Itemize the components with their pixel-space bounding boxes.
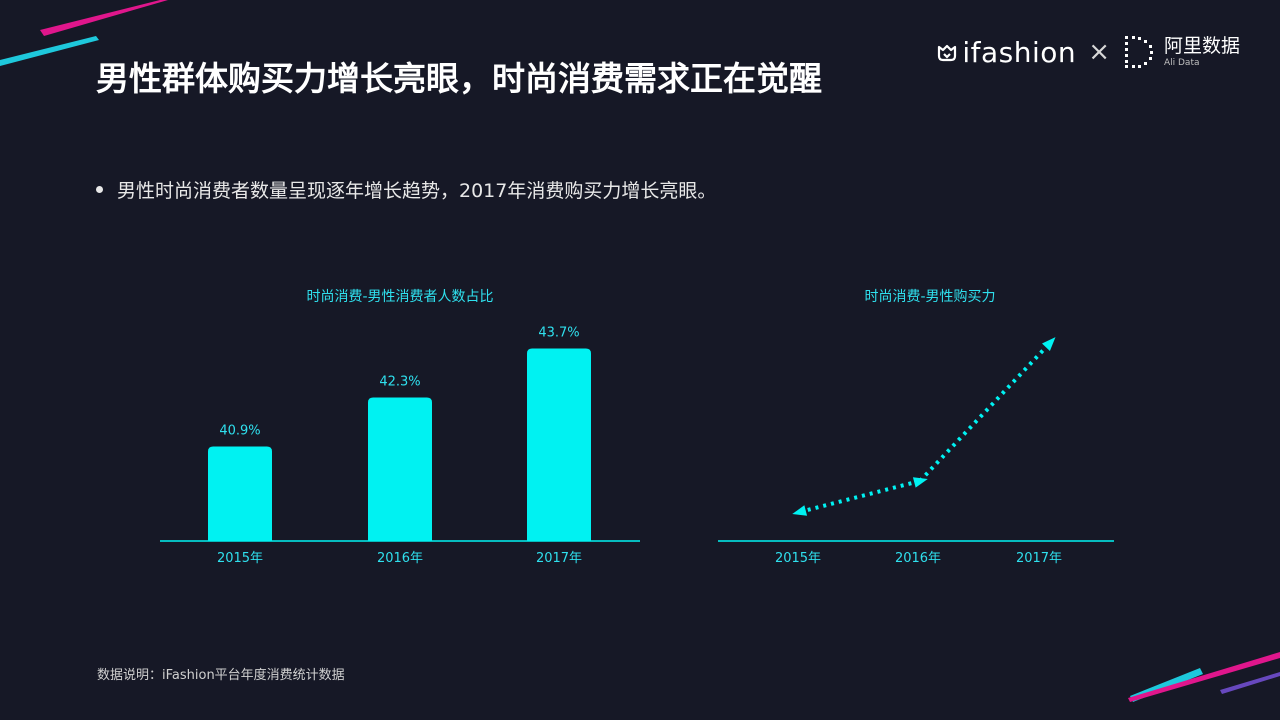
logo-area: ifashion × 阿里数据 Ali Data bbox=[936, 30, 1240, 74]
line-point bbox=[912, 477, 928, 488]
bullet-dot bbox=[96, 186, 103, 193]
ali-data-name: 阿里数据 bbox=[1163, 34, 1240, 57]
ali-data-logo-icon bbox=[1124, 36, 1153, 68]
decor-stripes-top-left bbox=[0, 0, 168, 66]
line-point bbox=[1042, 337, 1056, 351]
x-tick-label: 2016年 bbox=[377, 551, 423, 566]
bullet-point: 男性时尚消费者数量呈现逐年增长趋势，2017年消费购买力增长亮眼。 bbox=[96, 176, 716, 203]
x-tick-label: 2017年 bbox=[536, 551, 582, 566]
x-tick-label: 2015年 bbox=[775, 551, 821, 566]
line-point bbox=[792, 505, 808, 516]
ali-data-logo: 阿里数据 Ali Data bbox=[1122, 34, 1240, 70]
line-series-segment bbox=[799, 479, 921, 514]
bullet-text: 男性时尚消费者数量呈现逐年增长趋势，2017年消费购买力增长亮眼。 bbox=[117, 180, 717, 202]
logo-separator: × bbox=[1088, 37, 1110, 67]
bar-chart-title: 时尚消费-男性消费者人数占比 bbox=[306, 289, 494, 305]
line-series-segment bbox=[918, 341, 1052, 483]
bar-data-label: 42.3% bbox=[379, 375, 420, 390]
bar-data-label: 40.9% bbox=[219, 424, 260, 439]
bar-data-label: 43.7% bbox=[538, 326, 579, 341]
ifashion-logo-icon bbox=[938, 44, 957, 62]
bar bbox=[368, 397, 432, 541]
bar-chart: 40.9% 2015年 42.3% 2016年 43.7% 2017年 bbox=[160, 326, 640, 566]
line-chart: 2015年 2016年 2017年 bbox=[718, 337, 1114, 566]
ali-data-name-en: Ali Data bbox=[1163, 57, 1200, 68]
x-tick-label: 2017年 bbox=[1016, 551, 1062, 566]
brand-name: ifashion bbox=[962, 35, 1077, 69]
ifashion-logo: ifashion bbox=[936, 36, 1076, 69]
line-chart-title: 时尚消费-男性购买力 bbox=[864, 289, 996, 305]
footnote: 数据说明：iFashion平台年度消费统计数据 bbox=[97, 668, 345, 683]
decor-stripes-bottom-right bbox=[1128, 652, 1280, 702]
page-title: 男性群体购买力增长亮眼，时尚消费需求正在觉醒 bbox=[96, 59, 822, 98]
x-tick-label: 2015年 bbox=[217, 551, 263, 566]
bar bbox=[527, 348, 591, 541]
x-tick-label: 2016年 bbox=[895, 551, 941, 566]
bar bbox=[208, 446, 272, 541]
